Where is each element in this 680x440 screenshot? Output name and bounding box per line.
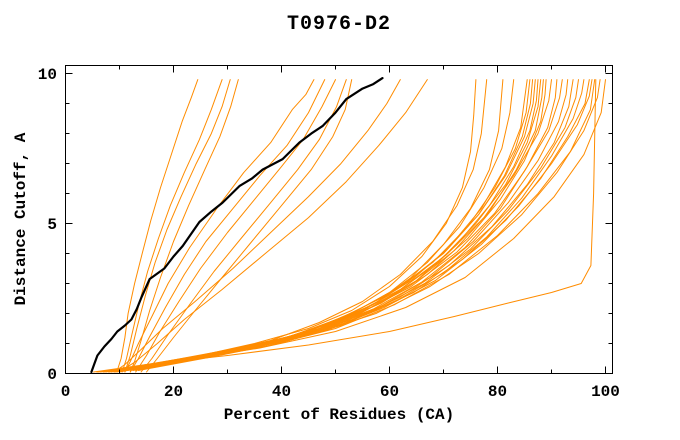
curve-model-02 xyxy=(121,79,223,373)
x-tick-label: 100 xyxy=(591,383,620,401)
curve-model-10 xyxy=(113,79,401,373)
curve-model-09 xyxy=(146,79,353,373)
curve-model-06 xyxy=(129,79,326,373)
curve-model-05 xyxy=(124,79,315,373)
curve-model-36 xyxy=(93,79,597,373)
x-tick-label: 40 xyxy=(272,383,291,401)
y-tick-label: 5 xyxy=(47,216,57,234)
curve-model-13 xyxy=(113,79,488,373)
x-tick-label: 60 xyxy=(380,383,399,401)
curve-model-11 xyxy=(119,79,428,373)
curve-model-08 xyxy=(140,79,347,373)
curve-model-25 xyxy=(127,79,558,371)
curve-highlighted-model xyxy=(90,76,384,374)
curve-model-07 xyxy=(135,79,336,373)
y-tick-label: 10 xyxy=(38,66,57,84)
curve-model-28 xyxy=(102,79,574,373)
y-tick-label: 0 xyxy=(47,366,57,384)
curve-model-03 xyxy=(124,79,231,373)
x-tick-label: 80 xyxy=(488,383,507,401)
curve-model-04 xyxy=(129,79,239,373)
plot-border xyxy=(65,65,613,374)
x-tick-label: 0 xyxy=(61,383,71,401)
y-axis-label: Distance Cutoff, A xyxy=(12,132,30,306)
x-axis-label: Percent of Residues (CA) xyxy=(223,406,455,424)
curve-model-34 xyxy=(113,79,601,373)
curve-model-32 xyxy=(124,79,593,371)
curve-model-31 xyxy=(108,79,590,373)
curve-model-26 xyxy=(116,79,563,373)
x-tick-label: 20 xyxy=(164,383,183,401)
curve-model-01 xyxy=(116,79,199,373)
plot-title: T0976-D2 xyxy=(286,13,391,36)
